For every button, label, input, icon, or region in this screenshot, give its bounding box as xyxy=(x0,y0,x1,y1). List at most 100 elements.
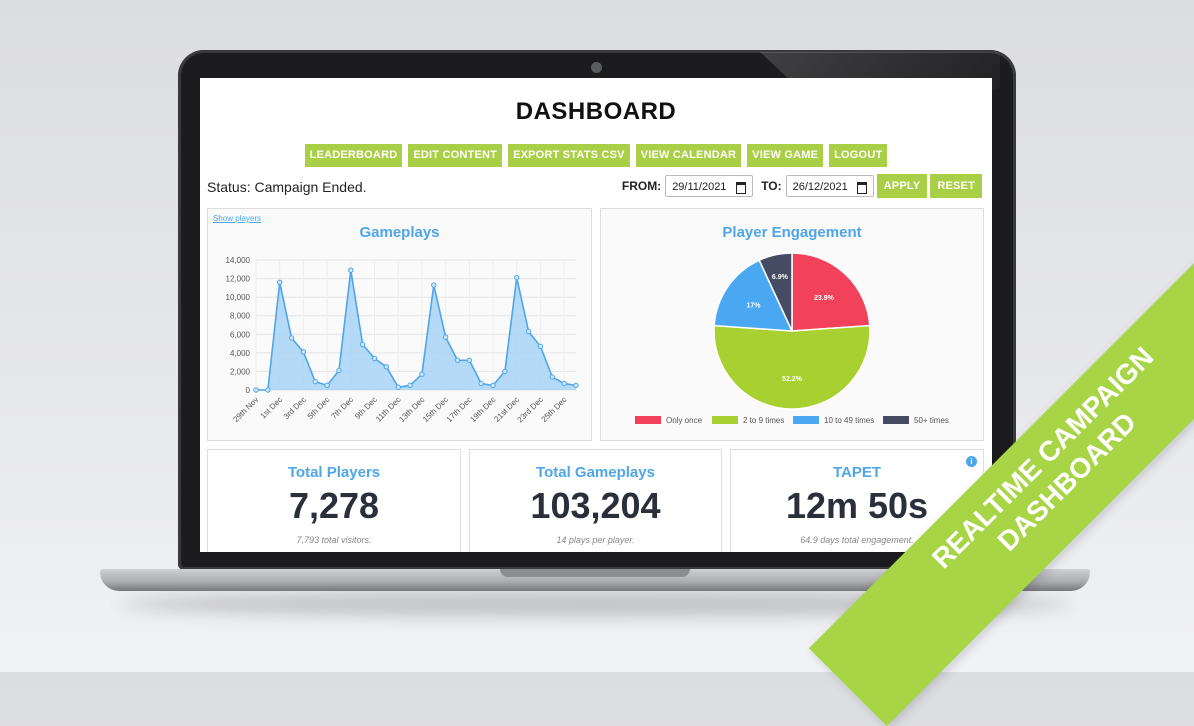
stat-note: 64.9 days total engagement. xyxy=(800,535,914,545)
data-point xyxy=(537,343,544,350)
x-tick-label: 3rd Dec xyxy=(282,395,308,421)
data-point xyxy=(502,368,508,375)
y-tick-label: 2,000 xyxy=(230,367,251,376)
pie-slice xyxy=(713,259,794,332)
data-point xyxy=(454,357,461,363)
data-point xyxy=(490,382,496,389)
pie-label: 52.2% xyxy=(782,376,803,383)
engagement-panel: Player Engagement 23.9% 52.2% 17% 6.9% Only … xyxy=(600,208,984,441)
data-point xyxy=(407,382,413,389)
x-tick-label: 25th Dec xyxy=(540,395,569,424)
pie-slice xyxy=(791,252,871,332)
data-point xyxy=(383,364,390,370)
stat-value: 103,204 xyxy=(530,485,661,526)
legend-swatch xyxy=(712,416,738,424)
data-point xyxy=(442,334,449,340)
stat-note: 14 plays per player. xyxy=(556,535,635,545)
data-point xyxy=(336,367,342,374)
data-point xyxy=(371,355,378,362)
gameplays-panel: Show players Gameplays 0 2,000 4,000 6,000 8… xyxy=(207,208,592,441)
stat-title: Total Players xyxy=(287,464,381,481)
stat-title: TAPET xyxy=(832,464,882,481)
pie-label: 17% xyxy=(746,302,761,309)
gameplays-line xyxy=(256,270,577,391)
data-point xyxy=(312,378,318,385)
data-point xyxy=(300,349,307,355)
y-tick-label: 12,000 xyxy=(226,275,251,284)
pie-label: 6.9% xyxy=(772,274,789,281)
logout-button[interactable]: LOGOUT xyxy=(829,144,888,167)
x-tick-label: 5th Dec xyxy=(306,395,332,421)
data-point xyxy=(478,380,484,387)
data-point xyxy=(466,357,473,363)
data-point xyxy=(288,335,295,341)
legend-swatch xyxy=(635,416,661,424)
data-point xyxy=(431,282,437,288)
page-title: DASHBOARD xyxy=(515,98,677,125)
to-date-input[interactable]: 26/12/2021 xyxy=(785,175,874,197)
engagement-title: Player Engagement xyxy=(722,224,862,241)
stat-card-total-gameplays: Total Gameplays 103,204 14 plays per pla… xyxy=(469,449,722,552)
view-game-button[interactable]: VIEW GAME xyxy=(747,144,824,167)
edit-content-button[interactable]: EDIT CONTENT xyxy=(408,144,503,167)
gameplays-chart: 0 2,000 4,000 6,000 8,000 10,000 12,000 14,000 2… xyxy=(226,256,579,424)
legend-label: Only once xyxy=(666,416,703,425)
from-date-value: 29/11/2021 xyxy=(672,181,727,193)
x-tick-label: 1st Dec xyxy=(259,395,285,421)
stat-card-tapet: i TAPET 12m 50s 64.9 days total engageme… xyxy=(730,449,984,552)
data-point xyxy=(419,371,425,377)
y-tick-label: 4,000 xyxy=(230,349,251,358)
calendar-icon[interactable] xyxy=(856,182,867,194)
data-point xyxy=(514,274,520,281)
data-point xyxy=(395,384,401,390)
reset-button[interactable]: RESET xyxy=(930,174,982,198)
legend-label: 10 to 49 times xyxy=(824,416,874,425)
pie-slice xyxy=(713,324,871,410)
y-tick-label: 6,000 xyxy=(230,330,251,339)
to-date-value: 26/12/2021 xyxy=(792,181,848,193)
stat-value: 7,278 xyxy=(288,485,380,526)
data-point xyxy=(549,374,555,380)
x-tick-label: 19th Dec xyxy=(468,395,497,424)
show-players-link[interactable]: Show players xyxy=(213,214,262,223)
stat-card-total-players: Total Players 7,278 7,793 total visitors… xyxy=(207,449,461,552)
from-date-input[interactable]: 29/11/2021 xyxy=(665,175,754,197)
data-point xyxy=(561,380,567,387)
info-icon[interactable]: i xyxy=(966,456,977,467)
legend-label: 2 to 9 times xyxy=(743,416,784,425)
y-tick-label: 14,000 xyxy=(226,256,251,265)
data-point xyxy=(348,267,354,273)
view-calendar-button[interactable]: VIEW CALENDAR xyxy=(635,144,742,167)
stat-title: Total Gameplays xyxy=(536,464,655,481)
data-point xyxy=(324,382,330,389)
y-tick-label: 8,000 xyxy=(230,312,251,321)
legend-label: 50+ times xyxy=(914,416,949,425)
gameplays-area xyxy=(256,270,576,390)
data-point xyxy=(573,382,579,389)
laptop-notch xyxy=(500,569,690,577)
data-point xyxy=(265,387,271,393)
laptop-base xyxy=(100,569,1090,591)
engagement-chart: 23.9% 52.2% 17% 6.9% Only once 2 to 9 times 10… xyxy=(635,252,949,425)
data-point xyxy=(359,341,366,348)
apply-button[interactable]: APPLY xyxy=(876,174,928,198)
data-point xyxy=(277,279,283,285)
gameplays-title: Gameplays xyxy=(359,224,440,241)
leaderboard-button[interactable]: LEADERBOARD xyxy=(304,144,403,167)
date-filter: FROM: 29/11/2021 TO: 26/12/2021 APPLY RE… xyxy=(614,174,982,198)
status-text: Status: Campaign Ended. xyxy=(207,179,367,195)
export-stats-csv-button[interactable]: EXPORT STATS CSV xyxy=(508,144,630,167)
from-label: FROM: xyxy=(621,179,662,193)
camera-icon xyxy=(591,62,602,73)
data-point xyxy=(253,387,259,393)
stat-value: 12m 50s xyxy=(785,485,929,526)
calendar-icon[interactable] xyxy=(736,182,747,194)
y-tick-label: 10,000 xyxy=(226,293,251,302)
legend-swatch xyxy=(883,416,909,424)
laptop-screen: DASHBOARD LEADERBOARD EDIT CONTENT EXPORT … xyxy=(200,78,992,552)
toolbar: LEADERBOARD EDIT CONTENT EXPORT STATS CSV V… xyxy=(200,144,992,167)
data-point xyxy=(525,328,532,335)
x-tick-label: 7th Dec xyxy=(329,395,355,421)
to-label: TO: xyxy=(761,179,782,193)
stat-note: 7,793 total visitors. xyxy=(296,535,372,545)
